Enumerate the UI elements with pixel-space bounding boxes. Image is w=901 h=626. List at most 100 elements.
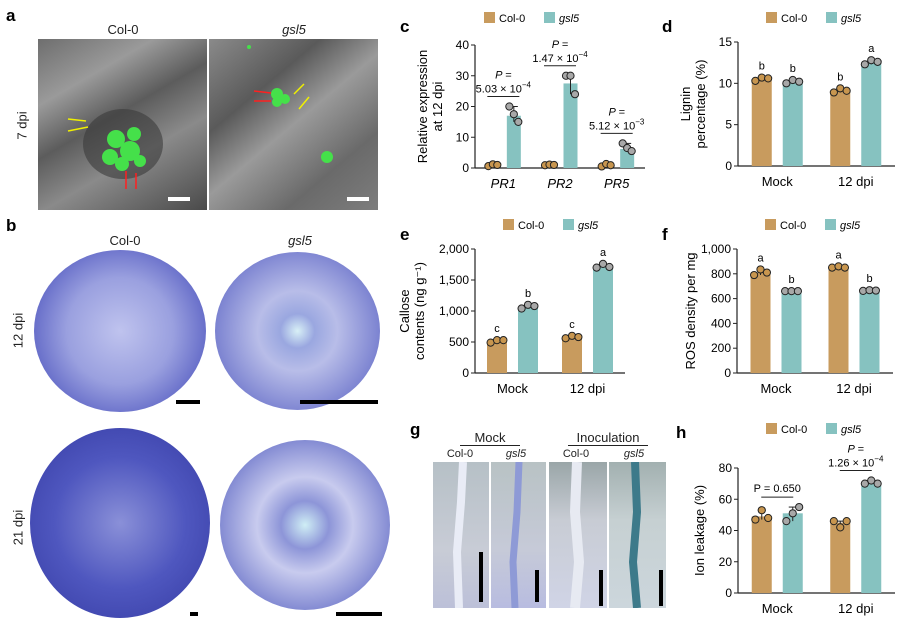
bar-col-0-Mock [751,79,772,166]
section-gsl5-12dpi [215,252,380,410]
bar-gsl5-PR2 [563,83,578,168]
legend-label-gsl5: gsl5 [559,13,580,25]
y-tick-label: 60 [719,492,733,506]
p-value-mantissa: 5.03 × 10 [476,84,522,96]
bar-gsl5-12dpi [593,266,613,373]
data-point [793,287,803,296]
scale-bar [336,612,382,616]
bar-col-0-12dpi [830,522,851,593]
col0-header-b: Col-0 [109,233,141,248]
legend-swatch-col0 [766,423,777,434]
legend-label-col0: Col-0 [781,424,807,436]
micrograph-col0-7dpi [38,39,207,210]
bar-gsl5-Mock [518,306,538,373]
data-point [757,506,766,515]
x-tick-label: 12 dpi [836,381,872,396]
chart-h: h Col-0 gsl5 0 20 40 60 80 Ion leakage (%) Mock 12… [676,423,895,616]
y-tick-label: 15 [719,35,733,49]
y-axis-label: contents (ng g⁻¹) [412,262,427,360]
gsl5-header-a: gsl5 [282,22,306,37]
chart-e: e Col-0 gsl5 0 500 1,000 1,500 2,000 Callose cont… [397,219,625,396]
legend-label-col0: Col-0 [499,13,525,25]
y-tick-label: 1,000 [439,304,469,318]
chart-c: c Col-0 gsl5 0 10 20 30 40 Relative expression at… [400,12,645,191]
p-value: 5.12 × 10−3 [589,117,645,132]
legend-swatch-gsl5 [825,219,836,230]
p-value-mantissa: 1.47 × 10 [532,53,578,65]
data-point [867,476,876,485]
x-tick-label: PR5 [604,176,630,191]
y-tick-label: 2,000 [439,242,469,256]
legend-label-gsl5: gsl5 [578,220,599,232]
data-point [860,479,869,488]
y-tick-label: 10 [456,130,470,144]
y-tick-label: 0 [724,366,731,380]
y-tick-label: 500 [449,335,469,349]
data-point [795,77,804,86]
data-point [606,161,615,170]
y-axis-label: Lignin [678,87,693,122]
x-tick-label: 12 dpi [838,601,874,616]
data-point [873,479,882,488]
data-point [549,160,559,170]
significance-letter: a [757,252,764,264]
group-inoculation: Inoculation [568,430,648,446]
data-point [750,270,759,280]
section-col0-12dpi [34,250,206,412]
p-label: P = [608,106,625,118]
sub-col0-mock: Col-0 [446,448,474,460]
data-point [860,60,869,69]
panel-label-a: a [6,6,16,25]
y-axis-label: Relative expression [415,50,430,163]
significance-letter: b [837,71,843,83]
sub-gsl5-inoc: gsl5 [623,448,645,460]
significance-letter: a [868,43,875,55]
bar-gsl5-12dpi [861,483,882,593]
panel-label-f: f [662,225,668,244]
data-point [829,88,838,97]
significance-letter: b [759,61,765,73]
panel-label-e: e [400,225,409,244]
significance-letter: c [494,323,500,335]
bar-gsl5-Mock [781,291,802,373]
y-tick-label: 20 [719,555,733,569]
y-tick-label: 0 [725,586,732,600]
y-tick-label: 0 [462,161,469,175]
legend-swatch-gsl5 [826,12,837,23]
y-tick-label: 10 [719,76,733,90]
bar-gsl5-Mock [782,513,803,593]
x-tick-label: Mock [497,381,529,396]
x-tick-label: PR1 [491,176,516,191]
x-tick-label: 12 dpi [570,381,606,396]
scale-bar [300,400,378,404]
legend-label-gsl5: gsl5 [840,220,861,232]
significance-letter: b [788,274,794,286]
bar-col-0-12dpi [828,266,849,373]
scale-bar [176,400,200,404]
legend-swatch-col0 [484,12,495,23]
bar-gsl5-PR1 [506,115,521,168]
data-point [505,102,514,111]
p-value-mantissa: 5.12 × 10 [589,120,635,132]
y-tick-label: 400 [711,316,731,330]
scale-bar [168,197,190,201]
p-value: P = 0.650 [754,483,801,495]
y-tick-label: 1,500 [439,273,469,287]
y-tick-label: 0 [462,366,469,380]
data-point [836,523,845,532]
y-axis-label: Ion leakage (%) [692,485,707,576]
bar-col-0-12dpi [562,337,582,373]
section-gsl5-21dpi [220,440,390,610]
legend-swatch-gsl5 [563,219,574,230]
legend-label-gsl5: gsl5 [841,424,862,436]
p-value: 1.26 × 10−4 [828,455,884,470]
legend-label-col0: Col-0 [780,220,806,232]
legend-label-col0: Col-0 [518,220,544,232]
data-point [871,286,881,295]
data-point [509,110,518,119]
root-col0-inoc [549,462,607,608]
data-point [605,262,614,272]
significance-letter: a [600,247,607,259]
x-tick-label: PR2 [547,176,573,191]
